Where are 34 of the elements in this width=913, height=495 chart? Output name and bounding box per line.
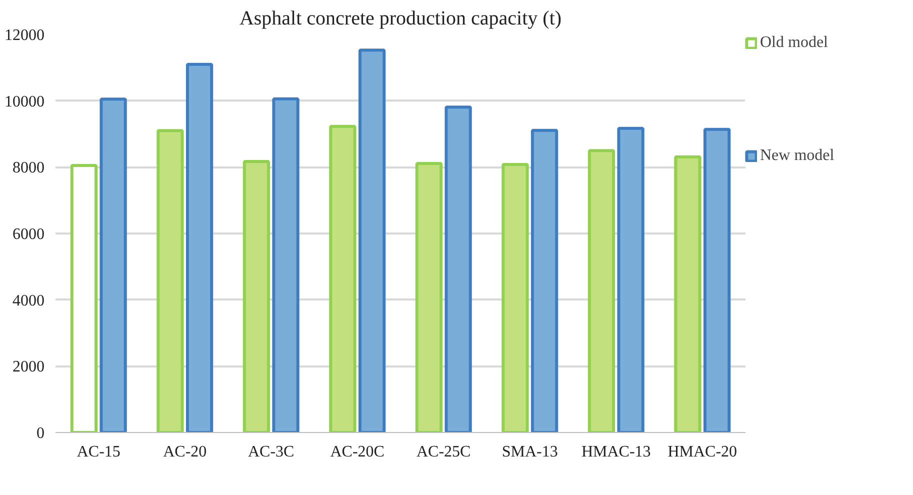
legend-label: Old model [760,34,828,52]
x-tick-label: HMAC-20 [668,444,738,460]
bar [617,126,644,432]
bar [588,149,616,432]
x-tick-label: HMAC-13 [581,444,651,460]
x-tick-label: SMA-13 [502,444,558,460]
y-tick-label: 12000 [4,27,44,44]
y-tick-label: 2000 [12,358,44,376]
bar [242,160,270,432]
bar [272,97,300,432]
legend-label: New model [760,147,834,165]
x-tick-label: AC-20 [163,444,207,460]
chart-title: Asphalt concrete production capacity (t) [239,8,562,30]
x-tick-label: AC-25C [416,444,471,460]
y-tick-label: 8000 [12,160,44,177]
y-tick-label: 10000 [4,93,44,110]
bar [329,124,356,432]
y-tick-label: 0 [36,425,44,442]
y-tick-label: 4000 [12,292,44,310]
x-tick-label: AC-3C [248,444,294,460]
bar [674,155,702,432]
y-tick-label: 6000 [12,226,44,243]
x-tick-label: AC-20C [330,444,384,460]
bar [444,106,472,432]
bar [100,98,127,432]
bar [156,129,184,432]
bar [186,62,214,432]
bar [415,162,443,432]
x-tick-label: AC-15 [76,444,120,460]
bar [703,128,731,432]
bar [70,164,98,432]
bar [530,128,558,432]
bar [358,48,386,432]
bar [502,163,529,432]
